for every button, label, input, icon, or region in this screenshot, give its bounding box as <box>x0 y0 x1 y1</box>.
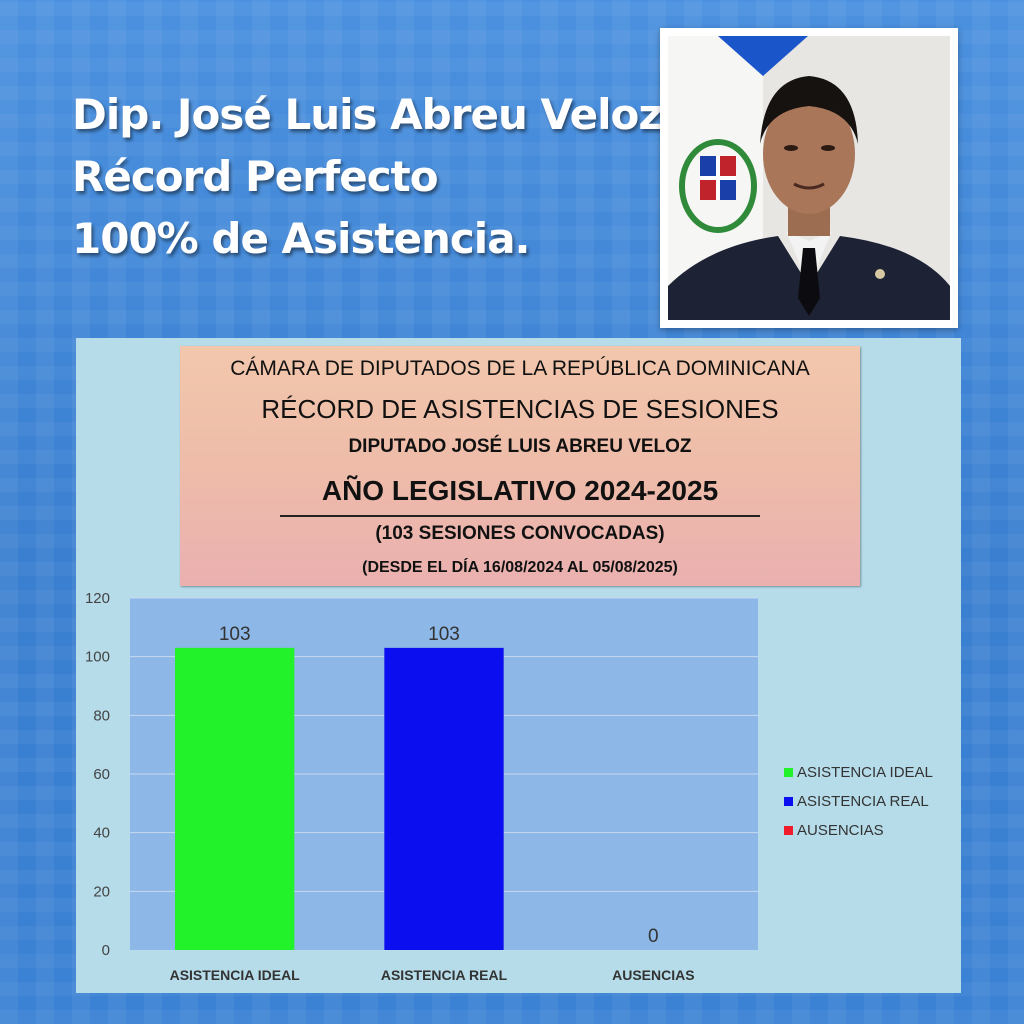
data-label-asistencia-ideal: 103 <box>219 624 251 645</box>
legend-swatch-ausencias <box>784 826 793 835</box>
y-tick-label-40: 40 <box>93 825 110 842</box>
y-tick-label-100: 100 <box>85 649 110 666</box>
legend-swatch-asistencia-ideal <box>784 768 793 777</box>
y-tick-label-80: 80 <box>93 707 110 724</box>
legend-swatch-asistencia-real <box>784 797 793 806</box>
coat-of-arms-icon <box>679 139 757 233</box>
portrait-photo <box>660 28 958 328</box>
chart-title-box: CÁMARA DE DIPUTADOS DE LA REPÚBLICA DOMI… <box>180 346 860 586</box>
y-tick-label-120: 120 <box>85 590 110 607</box>
data-label-asistencia-real: 103 <box>428 624 460 645</box>
x-tick-label-ausencias: AUSENCIAS <box>612 967 694 983</box>
legend-item-ausencias: AUSENCIAS <box>784 816 933 845</box>
x-tick-label-asistencia-real: ASISTENCIA REAL <box>381 967 508 983</box>
bar-chart: 0 20 40 60 80 100 120 103 ASISTENCIA IDEAL 103 ASI… <box>85 590 758 983</box>
bar-asistencia-ideal <box>175 647 295 950</box>
headline: Dip. José Luis Abreu Veloz Récord Perfec… <box>72 84 663 270</box>
chart-title-line-5: (103 SESIONES CONVOCADAS) <box>375 523 665 544</box>
headline-line-1: Dip. José Luis Abreu Veloz <box>72 90 663 139</box>
legend-item-asistencia-ideal: ASISTENCIA IDEAL <box>784 758 933 787</box>
bar-asistencia-real <box>384 647 504 950</box>
chart-title-line-2: RÉCORD DE ASISTENCIAS DE SESIONES <box>261 394 779 424</box>
y-tick-label-20: 20 <box>93 883 110 900</box>
portrait-illustration <box>668 36 950 320</box>
chart-title-line-6: (DESDE EL DÍA 16/08/2024 AL 05/08/2025) <box>362 559 678 576</box>
legend-label-ausencias: AUSENCIAS <box>797 822 884 839</box>
headline-line-2: Récord Perfecto <box>72 152 439 201</box>
data-label-ausencias: 0 <box>648 926 659 947</box>
x-tick-label-asistencia-ideal: ASISTENCIA IDEAL <box>170 967 301 983</box>
chart-title-line-1: CÁMARA DE DIPUTADOS DE LA REPÚBLICA DOMI… <box>230 357 810 380</box>
y-tick-label-0: 0 <box>102 942 110 959</box>
y-tick-label-60: 60 <box>93 766 110 783</box>
legend-item-asistencia-real: ASISTENCIA REAL <box>784 787 933 816</box>
chart-title-line-4: AÑO LEGISLATIVO 2024-2025 <box>321 475 719 506</box>
legend-label-asistencia-real: ASISTENCIA REAL <box>797 793 929 810</box>
title-underline <box>280 515 760 517</box>
chart-panel: 0 20 40 60 80 100 120 103 ASISTENCIA IDEAL 103 ASI… <box>76 338 961 993</box>
headline-line-3: 100% de Asistencia. <box>72 214 530 263</box>
chart-title-line-3: DIPUTADO JOSÉ LUIS ABREU VELOZ <box>348 436 692 457</box>
chart-legend: ASISTENCIA IDEAL ASISTENCIA REAL AUSENCI… <box>784 758 933 845</box>
legend-label-asistencia-ideal: ASISTENCIA IDEAL <box>797 764 933 781</box>
